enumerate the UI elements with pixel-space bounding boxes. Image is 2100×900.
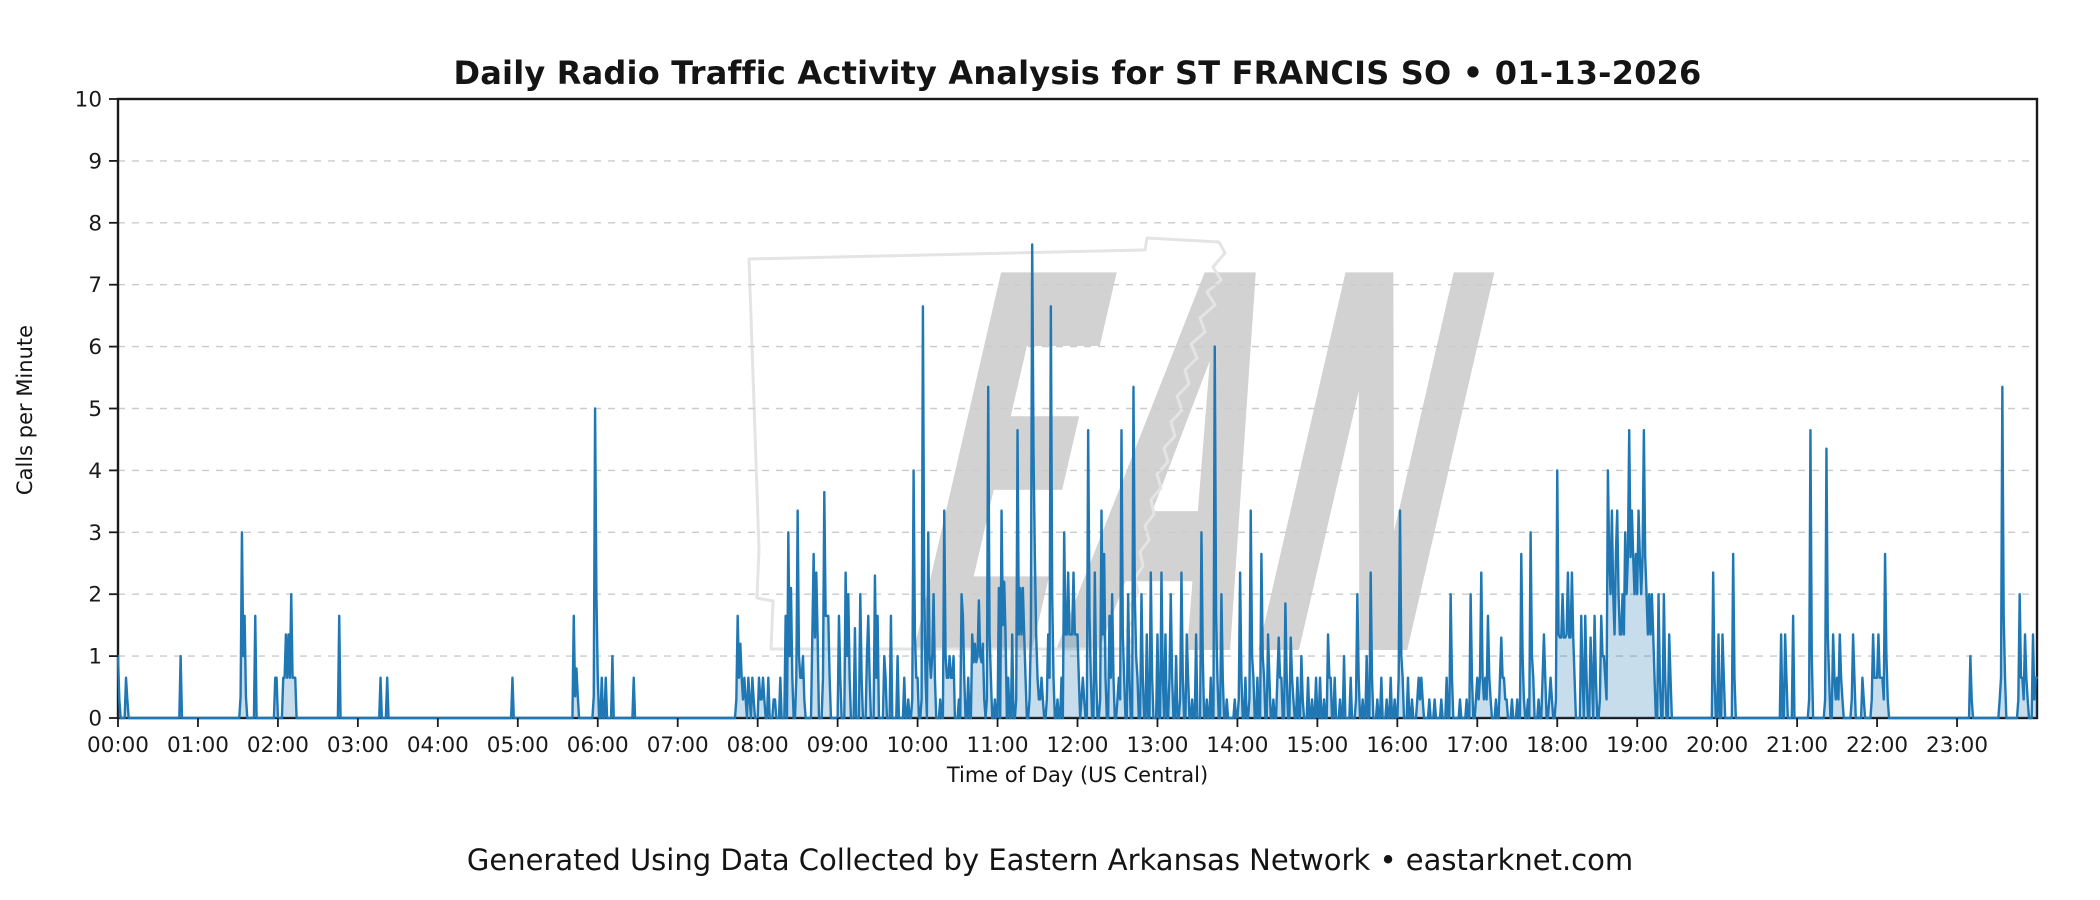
svg-text:5: 5 (88, 397, 102, 422)
svg-text:4: 4 (88, 459, 102, 484)
svg-text:02:00: 02:00 (247, 733, 309, 758)
svg-text:09:00: 09:00 (807, 733, 869, 758)
svg-text:10:00: 10:00 (887, 733, 949, 758)
svg-text:08:00: 08:00 (727, 733, 789, 758)
svg-text:23:00: 23:00 (1926, 733, 1988, 758)
svg-text:05:00: 05:00 (487, 733, 549, 758)
svg-text:21:00: 21:00 (1766, 733, 1828, 758)
svg-text:7: 7 (88, 273, 102, 298)
svg-text:14:00: 14:00 (1206, 733, 1268, 758)
svg-text:12:00: 12:00 (1047, 733, 1109, 758)
x-axis-label: Time of Day (US Central) (946, 763, 1209, 787)
svg-text:03:00: 03:00 (327, 733, 389, 758)
svg-text:8: 8 (88, 211, 102, 236)
svg-text:10: 10 (75, 88, 102, 113)
svg-text:19:00: 19:00 (1606, 733, 1668, 758)
svg-text:06:00: 06:00 (567, 733, 629, 758)
svg-text:16:00: 16:00 (1366, 733, 1428, 758)
watermark-letters: EAN (865, 170, 1545, 773)
y-axis-label: Calls per Minute (13, 324, 37, 496)
x-axis-ticks (117, 718, 1958, 727)
svg-text:20:00: 20:00 (1686, 733, 1748, 758)
chart-title: Daily Radio Traffic Activity Analysis fo… (453, 54, 1702, 92)
x-axis-tick-labels: 00:00 01:00 02:00 03:00 04:00 05:00 06:00 07:00… (87, 733, 1988, 758)
svg-text:13:00: 13:00 (1126, 733, 1188, 758)
svg-text:01:00: 01:00 (167, 733, 229, 758)
svg-text:1: 1 (88, 645, 102, 670)
svg-text:17:00: 17:00 (1446, 733, 1508, 758)
svg-text:04:00: 04:00 (407, 733, 469, 758)
svg-text:15:00: 15:00 (1286, 733, 1348, 758)
svg-text:6: 6 (88, 335, 102, 360)
svg-text:9: 9 (88, 149, 102, 174)
y-axis-tick-labels: 0 1 2 3 4 5 6 7 8 9 10 (75, 88, 102, 732)
y-axis-ticks (109, 98, 118, 719)
attribution-footer: Generated Using Data Collected by Easter… (466, 843, 1634, 877)
svg-text:0: 0 (88, 707, 102, 732)
svg-text:22:00: 22:00 (1846, 733, 1908, 758)
svg-text:2: 2 (88, 583, 102, 608)
svg-text:18:00: 18:00 (1526, 733, 1588, 758)
svg-text:00:00: 00:00 (87, 733, 149, 758)
svg-text:07:00: 07:00 (647, 733, 709, 758)
svg-text:3: 3 (88, 521, 102, 546)
svg-text:11:00: 11:00 (967, 733, 1029, 758)
